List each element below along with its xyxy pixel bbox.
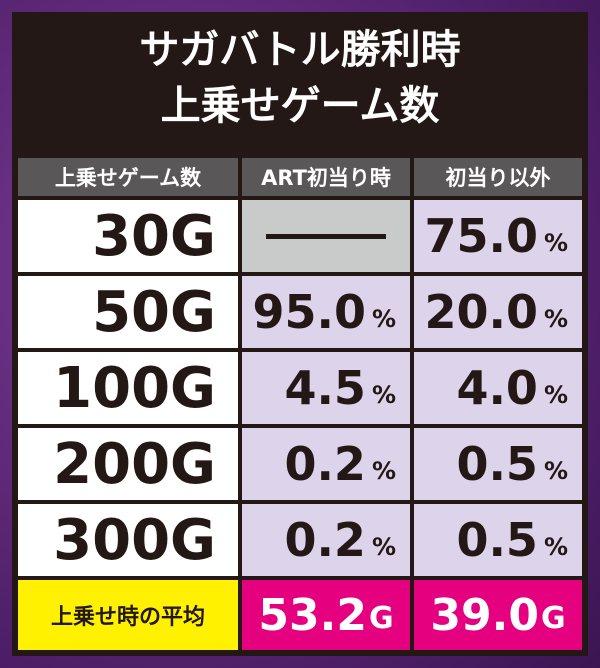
value-number: 20.0 bbox=[424, 285, 538, 339]
value-number: 39.0 bbox=[430, 589, 539, 641]
value-unit: G bbox=[540, 600, 566, 636]
value-unit: % bbox=[371, 305, 396, 333]
value-unit: % bbox=[371, 457, 396, 485]
header-cell: 上乗せゲーム数 bbox=[18, 158, 238, 196]
value-number: 0.5 bbox=[456, 513, 538, 567]
value-unit: % bbox=[543, 533, 568, 561]
value-cell: 4.5% bbox=[242, 352, 410, 424]
footer-value: 39.0 G bbox=[414, 580, 582, 650]
value-unit: % bbox=[543, 229, 568, 257]
row-label: 100G bbox=[18, 352, 238, 424]
value-cell: 95.0% bbox=[242, 276, 410, 348]
footer-value: 53.2 G bbox=[242, 580, 410, 650]
value-cell: 0.2% bbox=[242, 504, 410, 576]
header-cell: ART初当り時 bbox=[242, 158, 410, 196]
title: サガバトル勝利時 上乗せゲーム数 bbox=[18, 22, 582, 144]
value-cell: 75.0% bbox=[414, 200, 582, 272]
value-unit: % bbox=[543, 457, 568, 485]
title-line: サガバトル勝利時 bbox=[139, 27, 461, 73]
value-number: 4.5 bbox=[284, 361, 366, 415]
value-cell: 4.0% bbox=[414, 352, 582, 424]
value-number: 0.5 bbox=[456, 437, 538, 491]
value-unit: % bbox=[543, 305, 568, 333]
title-line: 上乗せゲーム数 bbox=[160, 83, 440, 129]
value-unit: % bbox=[371, 381, 396, 409]
header-cell: 初当り以外 bbox=[414, 158, 582, 196]
row-label: 30G bbox=[18, 200, 238, 272]
row-label: 300G bbox=[18, 504, 238, 576]
value-cell: 20.0% bbox=[414, 276, 582, 348]
footer-label: 上乗せ時の平均 bbox=[18, 580, 238, 650]
value-unit: G bbox=[368, 600, 394, 636]
value-number: 53.2 bbox=[258, 589, 367, 641]
row-label: 200G bbox=[18, 428, 238, 500]
value-number: 4.0 bbox=[456, 361, 538, 415]
value-unit: % bbox=[543, 381, 568, 409]
dash bbox=[266, 233, 386, 239]
value-unit: % bbox=[371, 533, 396, 561]
value-cell: 0.5% bbox=[414, 504, 582, 576]
row-label: 50G bbox=[18, 276, 238, 348]
value-number: 95.0 bbox=[252, 285, 366, 339]
empty-cell bbox=[242, 200, 410, 272]
value-number: 75.0 bbox=[424, 209, 538, 263]
value-cell: 0.2% bbox=[242, 428, 410, 500]
value-number: 0.2 bbox=[284, 437, 366, 491]
value-number: 0.2 bbox=[284, 513, 366, 567]
value-cell: 0.5% bbox=[414, 428, 582, 500]
